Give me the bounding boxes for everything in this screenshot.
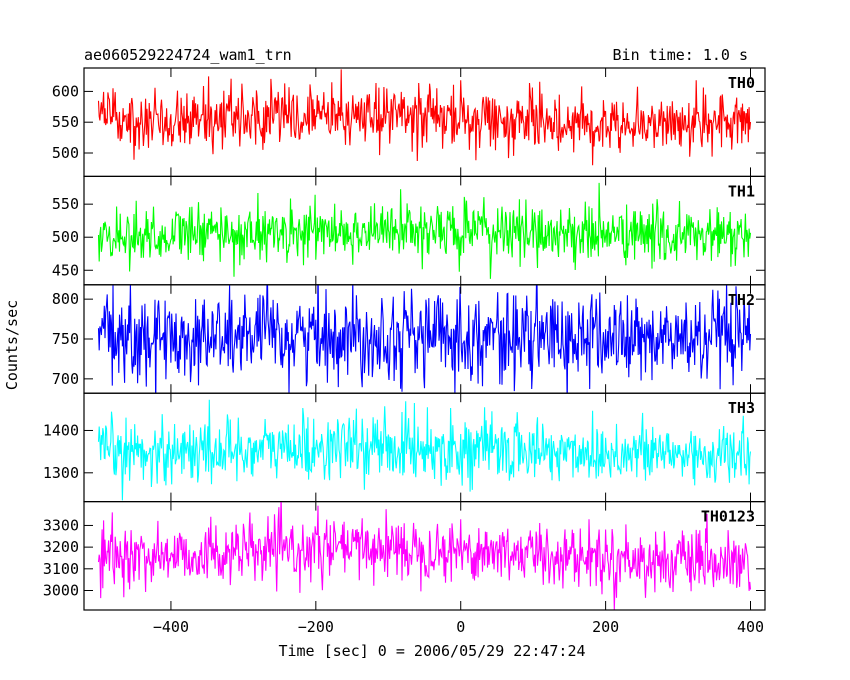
- panel-th1: 450 500 550 TH1: [52, 175, 766, 286]
- y-tick-label: 700: [52, 370, 79, 388]
- x-tick-label: 0: [456, 618, 465, 636]
- y-tick-label: 450: [52, 261, 79, 279]
- y-tick-label: 800: [52, 290, 79, 308]
- x-axis-label: Time [sec] 0 = 2006/05/29 22:47:24: [278, 642, 585, 660]
- y-tick-label: 600: [52, 82, 79, 100]
- panels-group: 500 550 600 TH0 450 500 550 TH1 700 750 800 TH2 1300…: [43, 67, 766, 611]
- panel-label: TH1: [728, 182, 755, 200]
- series-line-th1: [97, 182, 752, 279]
- x-axis: −400 −200 0 200 400: [153, 618, 764, 636]
- y-tick-label: 750: [52, 330, 79, 348]
- panel-label: TH0: [728, 74, 755, 92]
- panel-label: TH3: [728, 399, 755, 417]
- x-tick-label: −400: [153, 618, 189, 636]
- y-tick-label: 1400: [43, 421, 79, 439]
- x-tick-label: 200: [592, 618, 619, 636]
- panel-th0: 500 550 600 TH0: [52, 67, 766, 178]
- y-tick-label: 500: [52, 228, 79, 246]
- chart-title: ae060529224724_wam1_trn: [84, 46, 292, 64]
- panel-th3: 1300 1400 TH3: [43, 392, 766, 503]
- series-line-th2: [97, 284, 752, 394]
- y-tick-label: 3300: [43, 516, 79, 534]
- panel-frame: [83, 501, 766, 611]
- y-tick-label: 3000: [43, 581, 79, 599]
- x-tick-label: −200: [298, 618, 334, 636]
- y-tick-label: 1300: [43, 464, 79, 482]
- panel-th0123: 3000 3100 3200 3300 TH0123: [43, 501, 766, 611]
- y-tick-label: 500: [52, 144, 79, 162]
- series-line-th0: [97, 69, 752, 166]
- y-tick-label: 550: [52, 113, 79, 131]
- y-axis-label: Counts/sec: [3, 300, 21, 390]
- bin-time-label: Bin time: 1.0 s: [613, 46, 748, 64]
- x-tick-label: 400: [737, 618, 764, 636]
- panel-label: TH2: [728, 291, 755, 309]
- y-tick-label: 550: [52, 195, 79, 213]
- panel-label: TH0123: [701, 508, 755, 526]
- y-tick-label: 3200: [43, 538, 79, 556]
- y-tick-label: 3100: [43, 560, 79, 578]
- panel-th2: 700 750 800 TH2: [52, 284, 766, 394]
- series-line-th0123: [97, 501, 752, 611]
- series-line-th3: [97, 399, 752, 501]
